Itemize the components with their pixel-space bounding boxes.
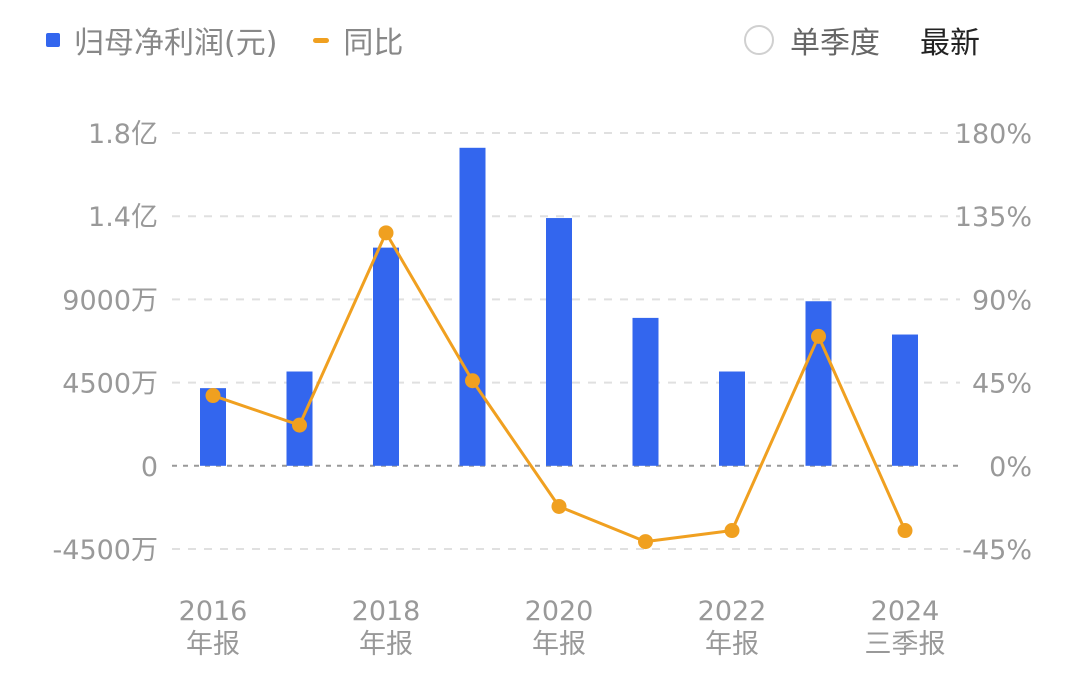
- right-tick-label: 90%: [972, 285, 1032, 316]
- profit-bar: [546, 218, 572, 466]
- yoy-point: [465, 373, 480, 389]
- profit-bar: [805, 301, 832, 466]
- yoy-point: [724, 523, 740, 539]
- left-tick-label: 0: [141, 452, 158, 483]
- left-tick-label: 4500万: [62, 369, 158, 400]
- chart-controls: 单季度 最新: [744, 18, 980, 62]
- x-tick-label-year: 2016: [179, 596, 248, 627]
- right-tick-label: 45%: [972, 369, 1032, 400]
- x-tick-label-period: 年报: [186, 629, 240, 660]
- yoy-point: [551, 498, 567, 514]
- left-tick-label: -4500万: [53, 535, 158, 566]
- legend-item-net-profit[interactable]: 归母净利润(元): [46, 18, 277, 62]
- latest-button[interactable]: 最新: [920, 26, 980, 61]
- right-tick-label: 0%: [989, 452, 1032, 483]
- left-tick-label: 1.8亿: [88, 119, 158, 150]
- x-tick-label-year: 2022: [698, 596, 767, 627]
- profit-bar: [373, 247, 399, 466]
- legend-label-net-profit: 归母净利润(元): [74, 26, 278, 61]
- yoy-point: [897, 523, 913, 539]
- quarter-label[interactable]: 单季度: [790, 26, 880, 61]
- x-tick-label-period: 年报: [705, 629, 759, 660]
- chart-legend: 归母净利润(元) 同比: [46, 18, 439, 62]
- yoy-point: [205, 388, 221, 404]
- right-tick-label: 135%: [955, 202, 1032, 233]
- profit-bar: [632, 317, 659, 466]
- x-tick-label-year: 2024: [871, 596, 940, 627]
- profit-bar: [892, 334, 918, 466]
- left-tick-label: 1.4亿: [88, 202, 158, 233]
- profit-bar: [459, 147, 486, 466]
- x-tick-label-period: 三季报: [865, 629, 946, 660]
- yoy-point: [378, 225, 394, 241]
- x-tick-label-period: 年报: [359, 629, 413, 660]
- bar-swatch-icon: [46, 33, 60, 47]
- x-tick-label-year: 2020: [525, 596, 594, 627]
- left-tick-label: 9000万: [62, 285, 158, 316]
- yoy-point: [638, 534, 653, 550]
- legend-label-yoy: 同比: [343, 26, 404, 61]
- right-tick-label: 180%: [955, 119, 1032, 150]
- x-tick-label-year: 2018: [352, 596, 421, 627]
- quarter-radio[interactable]: [744, 25, 774, 55]
- legend-item-yoy[interactable]: 同比: [313, 18, 403, 62]
- yoy-point: [811, 328, 826, 344]
- x-tick-label-period: 年报: [532, 629, 586, 660]
- line-swatch-icon: [313, 37, 330, 43]
- profit-bar: [719, 371, 745, 466]
- right-tick-label: -45%: [962, 535, 1032, 566]
- yoy-point: [292, 417, 307, 433]
